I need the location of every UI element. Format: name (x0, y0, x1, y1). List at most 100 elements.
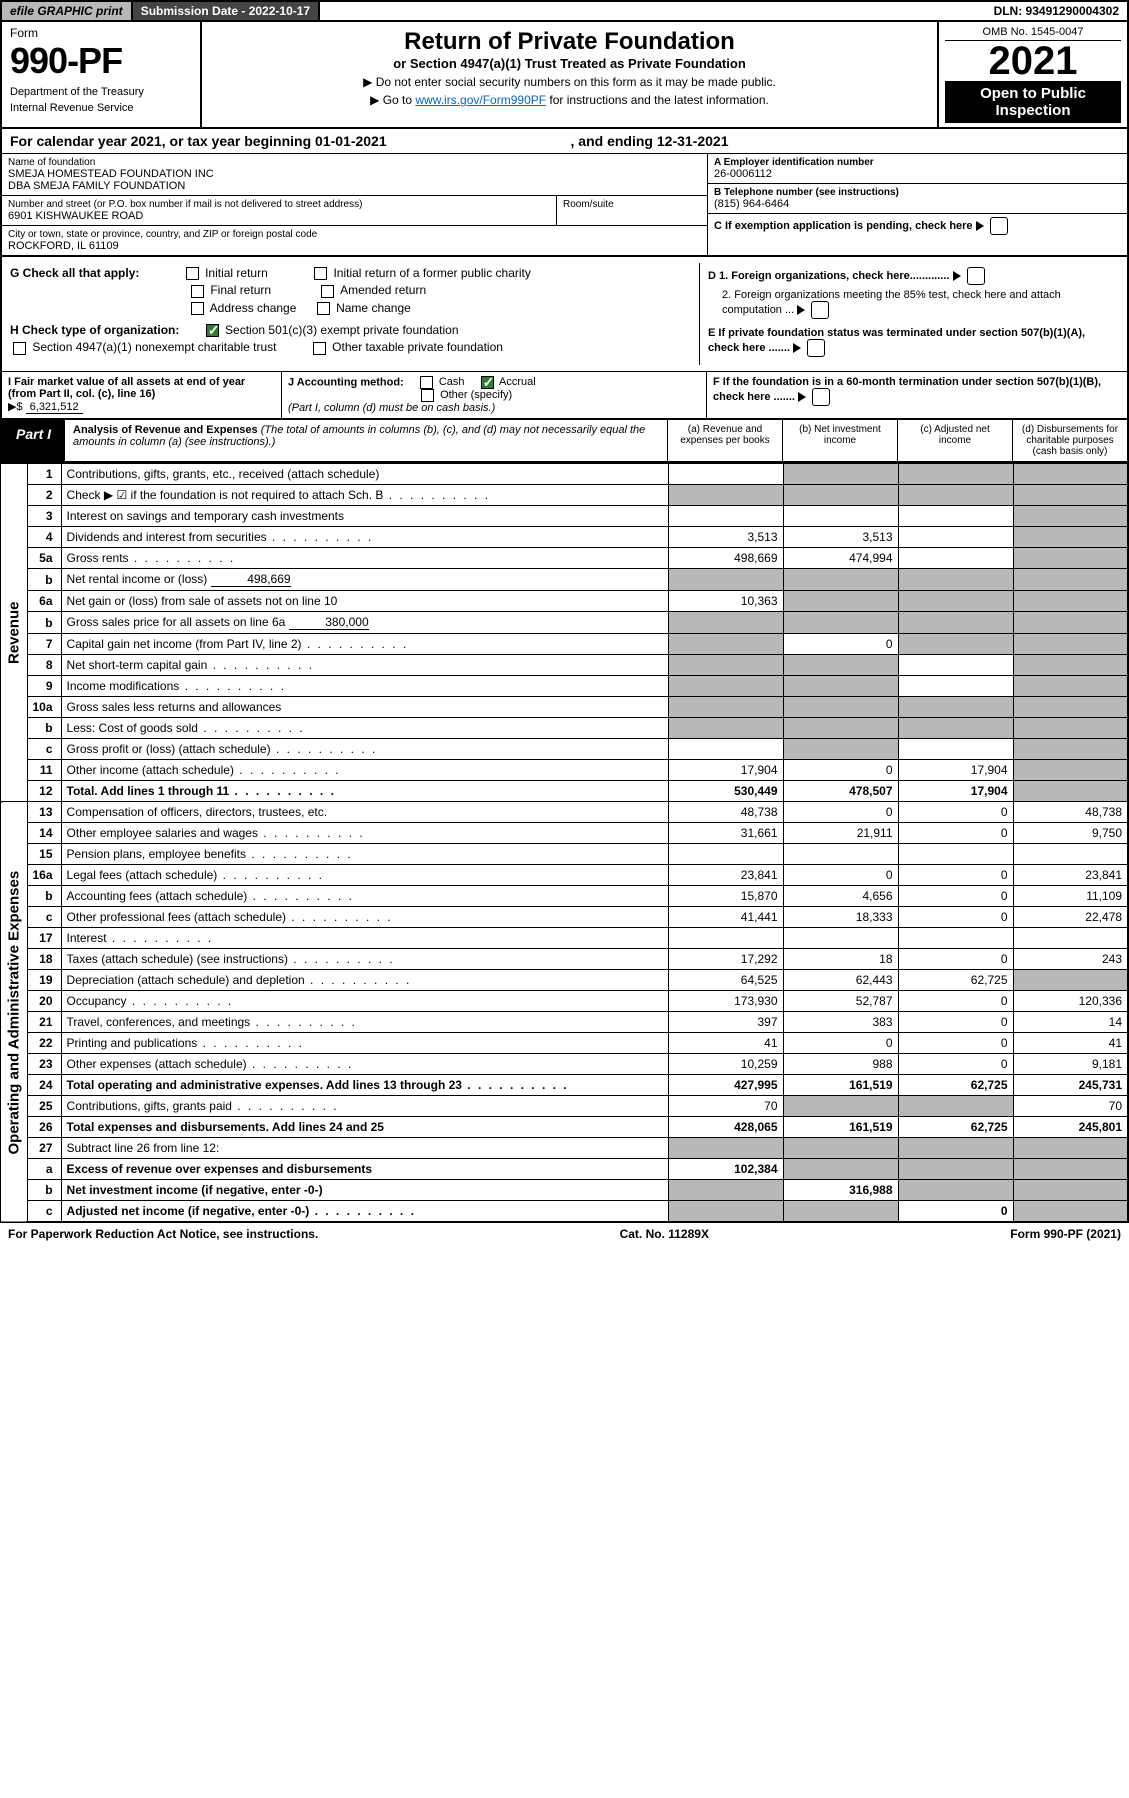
cell-value (898, 844, 1013, 865)
row-desc: Occupancy (61, 991, 668, 1012)
row-num: 27 (27, 1138, 61, 1159)
cell-value: 161,519 (783, 1075, 898, 1096)
checkbox-initial[interactable] (186, 267, 199, 280)
cell-grey (668, 1138, 783, 1159)
irs-link[interactable]: www.irs.gov/Form990PF (415, 93, 546, 107)
checkbox-4947[interactable] (13, 342, 26, 355)
checkbox-f[interactable] (812, 388, 830, 406)
cell-value: 427,995 (668, 1075, 783, 1096)
cell-grey (1013, 970, 1128, 991)
row-desc: Contributions, gifts, grants, etc., rece… (61, 464, 668, 485)
table-row: 21Travel, conferences, and meetings39738… (1, 1012, 1128, 1033)
row-num: 5a (27, 548, 61, 569)
cell-grey (898, 1180, 1013, 1201)
checkbox-c[interactable] (990, 217, 1008, 235)
table-row: bLess: Cost of goods sold (1, 718, 1128, 739)
cell-value: 173,930 (668, 991, 783, 1012)
cell-value: 530,449 (668, 781, 783, 802)
cell-grey (783, 1201, 898, 1223)
cell-grey (898, 1159, 1013, 1180)
row-desc: Gross sales less returns and allowances (61, 697, 668, 718)
row-num: 19 (27, 970, 61, 991)
part1-header: Part I Analysis of Revenue and Expenses … (0, 420, 1129, 463)
table-row: 8Net short-term capital gain (1, 655, 1128, 676)
cell-grey (668, 612, 783, 634)
row-desc: Legal fees (attach schedule) (61, 865, 668, 886)
calendar-year-row: For calendar year 2021, or tax year begi… (0, 129, 1129, 153)
checkbox-name[interactable] (317, 302, 330, 315)
checkbox-accrual[interactable] (481, 376, 494, 389)
city: ROCKFORD, IL 61109 (8, 240, 701, 252)
checkbox-other-tax[interactable] (313, 342, 326, 355)
cell-grey (783, 591, 898, 612)
cell-grey (668, 634, 783, 655)
row-desc: Other employee salaries and wages (61, 823, 668, 844)
fmv-value: 6,321,512 (26, 401, 83, 414)
table-row: 11Other income (attach schedule)17,90401… (1, 760, 1128, 781)
row-num: 8 (27, 655, 61, 676)
checkbox-final[interactable] (191, 285, 204, 298)
checkbox-address[interactable] (191, 302, 204, 315)
checkbox-e[interactable] (807, 339, 825, 357)
row-num: b (27, 886, 61, 907)
table-row: bNet rental income or (loss) 498,669 (1, 569, 1128, 591)
cell-value: 0 (898, 1054, 1013, 1075)
cell-grey (783, 1138, 898, 1159)
cell-grey (898, 718, 1013, 739)
ein-cell: A Employer identification number 26-0006… (708, 154, 1127, 184)
table-row: bNet investment income (if negative, ent… (1, 1180, 1128, 1201)
footer-right: Form 990-PF (2021) (1010, 1227, 1121, 1241)
cell-value (898, 506, 1013, 527)
cell-value: 48,738 (668, 802, 783, 823)
cell-value: 52,787 (783, 991, 898, 1012)
row-desc: Check ▶ ☑ if the foundation is not requi… (61, 485, 668, 506)
cell-value (783, 844, 898, 865)
checkbox-amended[interactable] (321, 285, 334, 298)
info-block: Name of foundation SMEJA HOMESTEAD FOUND… (0, 153, 1129, 257)
row-desc: Net gain or (loss) from sale of assets n… (61, 591, 668, 612)
cell-grey (1013, 1201, 1128, 1223)
checkbox-d2[interactable] (811, 301, 829, 319)
cell-value: 474,994 (783, 548, 898, 569)
table-row: 3Interest on savings and temporary cash … (1, 506, 1128, 527)
row-desc: Gross sales price for all assets on line… (61, 612, 668, 634)
row-desc: Adjusted net income (if negative, enter … (61, 1201, 668, 1223)
table-row: 24Total operating and administrative exp… (1, 1075, 1128, 1096)
checkbox-initial-former[interactable] (314, 267, 327, 280)
row-num: b (27, 718, 61, 739)
row-desc: Less: Cost of goods sold (61, 718, 668, 739)
cell-grey (898, 634, 1013, 655)
cell-value: 0 (898, 865, 1013, 886)
form-header: Form 990-PF Department of the Treasury I… (0, 22, 1129, 129)
cell-value: 0 (898, 1012, 1013, 1033)
cell-value (668, 928, 783, 949)
checkbox-other-acct[interactable] (421, 389, 434, 402)
cell-grey (1013, 739, 1128, 760)
row-num: 25 (27, 1096, 61, 1117)
table-row: bAccounting fees (attach schedule)15,870… (1, 886, 1128, 907)
table-row: 15Pension plans, employee benefits (1, 844, 1128, 865)
cell-value: 0 (783, 634, 898, 655)
row-num: 11 (27, 760, 61, 781)
checkbox-cash[interactable] (420, 376, 433, 389)
table-row: 16aLegal fees (attach schedule)23,841002… (1, 865, 1128, 886)
table-row: 5aGross rents498,669474,994 (1, 548, 1128, 569)
cell-value: 41 (1013, 1033, 1128, 1054)
row-desc: Other expenses (attach schedule) (61, 1054, 668, 1075)
cell-value: 161,519 (783, 1117, 898, 1138)
row-desc: Interest (61, 928, 668, 949)
cell-value: 18,333 (783, 907, 898, 928)
cell-grey (1013, 760, 1128, 781)
row-num: 12 (27, 781, 61, 802)
info-right: A Employer identification number 26-0006… (707, 154, 1127, 255)
cell-value: 11,109 (1013, 886, 1128, 907)
cell-value: 245,731 (1013, 1075, 1128, 1096)
checkbox-501c3[interactable] (206, 324, 219, 337)
table-row: 14Other employee salaries and wages31,66… (1, 823, 1128, 844)
checkbox-d1[interactable] (967, 267, 985, 285)
table-row: 9Income modifications (1, 676, 1128, 697)
cell-value: 3,513 (783, 527, 898, 548)
row-desc: Net investment income (if negative, ente… (61, 1180, 668, 1201)
row-num: 2 (27, 485, 61, 506)
row-desc: Total operating and administrative expen… (61, 1075, 668, 1096)
